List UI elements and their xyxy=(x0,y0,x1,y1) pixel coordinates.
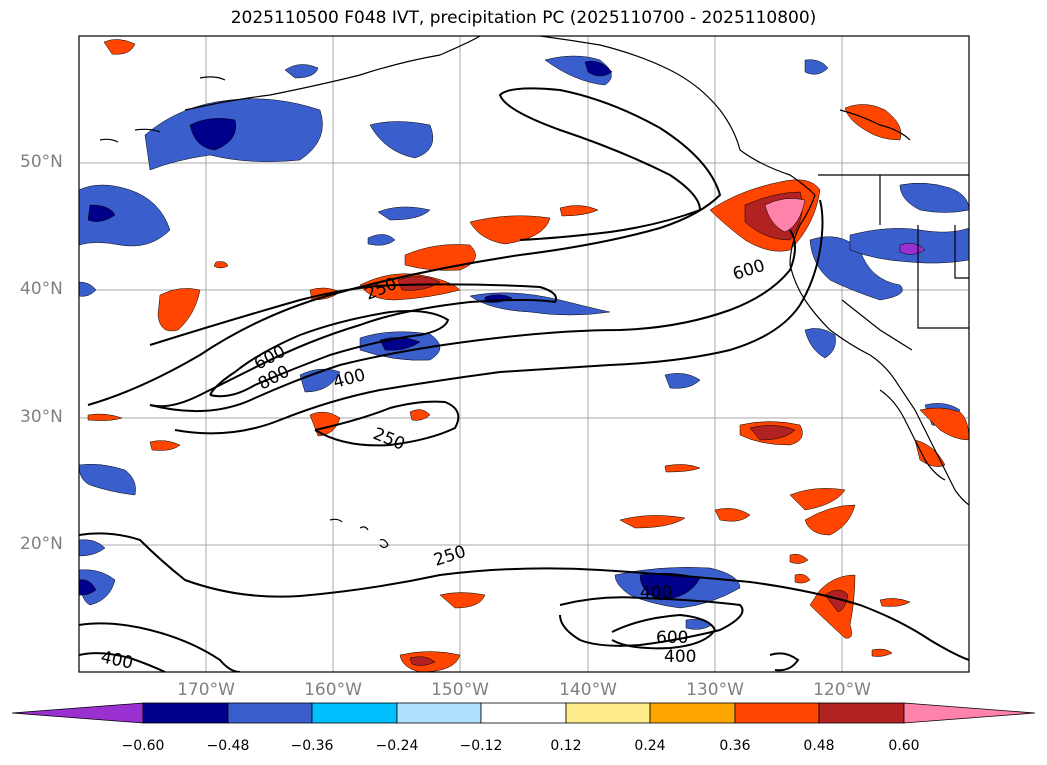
coastlines xyxy=(99,36,969,549)
contour-label: 250 xyxy=(370,424,408,455)
colorbar-tick-label: −0.48 xyxy=(206,738,250,754)
contour-label: 400 xyxy=(664,647,696,667)
lon-label: 160°W xyxy=(304,680,362,700)
lon-label: 140°W xyxy=(559,680,617,700)
colorbar-segment xyxy=(311,702,398,724)
contour-label: 400 xyxy=(99,647,135,673)
colorbar-tick-label: 0.36 xyxy=(719,738,751,754)
colorbar-segment xyxy=(227,702,313,724)
colorbar-tick-label: −0.60 xyxy=(121,738,165,754)
negative-anomaly-regions xyxy=(79,55,969,630)
ivt-contours xyxy=(79,87,969,672)
map-title: 2025110500 F048 IVT, precipitation PC (2… xyxy=(230,8,817,28)
lat-label: 30°N xyxy=(20,407,63,427)
colorbar-segment xyxy=(396,702,482,724)
colorbar-segment xyxy=(480,702,567,724)
colorbar-tick-label: 0.12 xyxy=(550,738,582,754)
colorbar-tick-label: 0.60 xyxy=(888,738,920,754)
contour-label: 400 xyxy=(331,365,368,393)
colorbar-segment xyxy=(818,702,905,724)
colorbar-segment xyxy=(565,702,651,724)
lat-label: 40°N xyxy=(20,279,63,299)
contour-labels: 250 600 800 400 250 250 400 600 400 600 … xyxy=(99,256,767,673)
colorbar-tick-label: 0.24 xyxy=(634,738,666,754)
lon-label: 150°W xyxy=(431,680,489,700)
map-frame xyxy=(78,35,970,673)
lon-label: 170°W xyxy=(177,680,235,700)
colorbar-segment xyxy=(11,702,144,724)
contour-label: 600 xyxy=(656,628,688,648)
contour-label: 250 xyxy=(431,542,468,571)
colorbar-segment xyxy=(142,702,229,724)
colorbar-tick-label: −0.12 xyxy=(459,738,503,754)
lat-label: 50°N xyxy=(20,152,63,172)
contour-label: 600 xyxy=(730,256,767,285)
colorbar-tick-label: 0.48 xyxy=(803,738,835,754)
lon-label: 130°W xyxy=(686,680,744,700)
colorbar-tick-label: −0.24 xyxy=(375,738,419,754)
colorbar-segment xyxy=(903,702,1036,724)
contour-label: 400 xyxy=(640,583,672,603)
colorbar-tick-label: −0.36 xyxy=(290,738,334,754)
colorbar xyxy=(11,702,1036,724)
lat-label: 20°N xyxy=(20,534,63,554)
colorbar-segment xyxy=(734,702,820,724)
lon-label: 120°W xyxy=(813,680,871,700)
colorbar-segment xyxy=(649,702,736,724)
